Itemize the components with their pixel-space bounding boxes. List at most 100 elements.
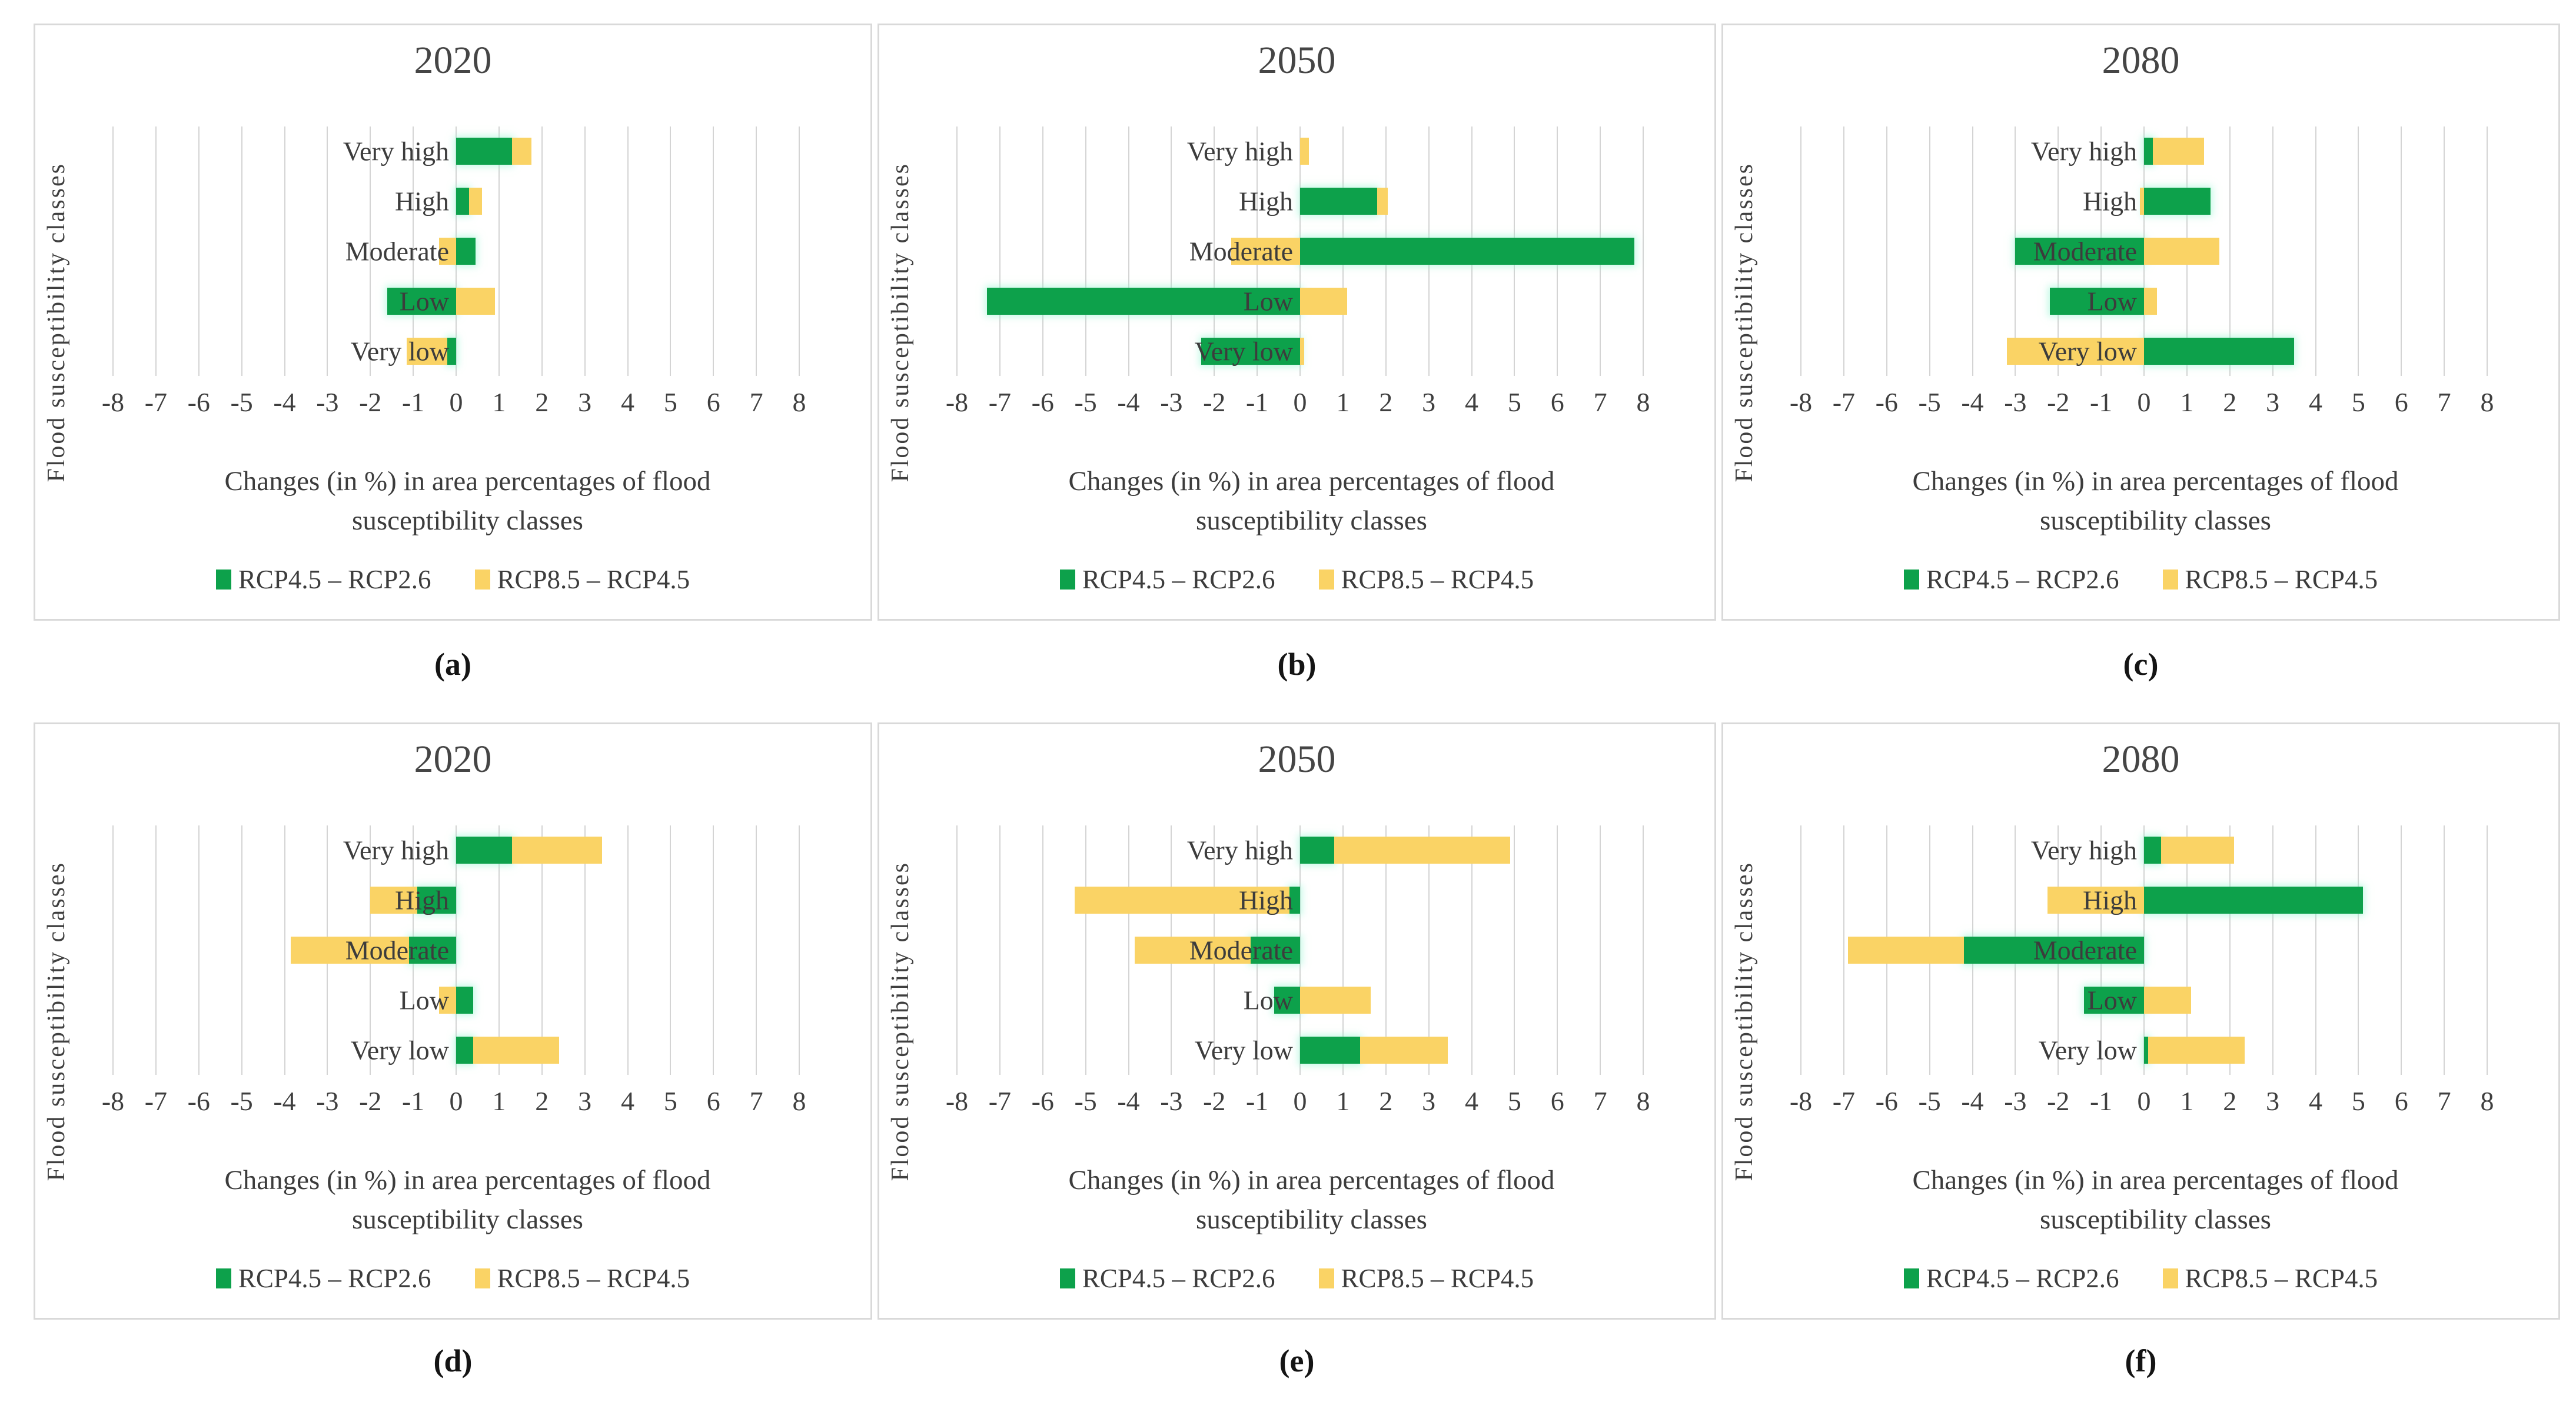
x-axis-caption-line1: Changes (in %) in area percentages of fl… <box>1068 1165 1555 1195</box>
gridline-x--8 <box>112 825 114 1075</box>
x-tick-label: -6 <box>1031 1086 1054 1116</box>
legend-swatch-icon <box>2162 1268 2178 1288</box>
gridline-x-7 <box>756 126 757 376</box>
x-tick-label: -7 <box>988 1086 1012 1116</box>
gridline-x-2 <box>541 825 543 1075</box>
gridline-x--8 <box>1800 825 1801 1075</box>
gridline-x-5 <box>1514 825 1515 1075</box>
x-axis-caption-line1: Changes (in %) in area percentages of fl… <box>224 466 711 497</box>
x-tick-label: -5 <box>230 1086 253 1116</box>
panel-letter-b: (b) <box>1277 647 1317 682</box>
legend-label: RCP4.5 – RCP2.6 <box>1082 565 1275 594</box>
gridline-x--7 <box>1843 126 1844 376</box>
bar-segment-rcp45-rcp26 <box>456 837 512 864</box>
bar-segment-rcp45-rcp26 <box>456 1036 474 1064</box>
x-tick-label: 7 <box>1593 387 1607 417</box>
bar-segment-rcp45-rcp26 <box>1274 986 1300 1014</box>
x-tick-label: -5 <box>1074 387 1097 417</box>
panels-row-bottom: Flood susceptibility classes 2020 Very h… <box>34 722 2560 1320</box>
legend-swatch-icon <box>1903 570 1919 590</box>
chart-panel: Flood susceptibility classes 2020 Very h… <box>34 722 872 1320</box>
y-axis-title-text: Flood susceptibility classes <box>1731 861 1758 1181</box>
legend-item-0: RCP4.5 – RCP2.6 <box>1903 1263 2119 1294</box>
x-tick-label: 0 <box>2137 1086 2151 1116</box>
x-axis-caption-line1: Changes (in %) in area percentages of fl… <box>1912 1165 2399 1195</box>
x-tick-label: 1 <box>1336 387 1350 417</box>
gridline-x--7 <box>999 126 1001 376</box>
gridline-x-4 <box>627 825 629 1075</box>
bar-row-moderate: Moderate <box>113 925 799 975</box>
x-tick-label: 4 <box>621 1086 634 1116</box>
x-tick-label: -7 <box>1832 387 1856 417</box>
legend-label: RCP8.5 – RCP4.5 <box>1341 1264 1534 1293</box>
bar-segment-rcp45-rcp26 <box>1289 887 1300 914</box>
category-label: Very high <box>1186 835 1293 865</box>
legend-label: RCP4.5 – RCP2.6 <box>1926 1264 2119 1293</box>
category-label: Very low <box>350 1035 449 1065</box>
gridline-x-6 <box>713 126 714 376</box>
legend-label: RCP8.5 – RCP4.5 <box>497 565 690 594</box>
gridline-x-8 <box>2487 825 2488 1075</box>
x-tick-label: 6 <box>2394 1086 2408 1116</box>
bar-segment-rcp45-rcp26 <box>2144 887 2363 914</box>
chart-title: 2050 <box>1258 39 1336 82</box>
gridline-x-0 <box>1299 825 1301 1075</box>
x-tick-label: 6 <box>706 1086 720 1116</box>
x-tick-label: 5 <box>663 387 677 417</box>
gridline-x-7 <box>2444 126 2445 376</box>
gridline-x-6 <box>2401 825 2402 1075</box>
gridline-x-1 <box>498 126 500 376</box>
legend-swatch-icon <box>474 570 490 590</box>
gridline-x-6 <box>1557 825 1558 1075</box>
x-axis-caption-line2: susceptibility classes <box>352 1204 583 1235</box>
bar-segment-rcp45-rcp26 <box>1300 188 1378 215</box>
x-tick-label: -4 <box>1117 1086 1140 1116</box>
bar-row-very-low: Very low <box>1801 326 2487 376</box>
gridline-x--4 <box>1972 126 1973 376</box>
legend-item-0: RCP4.5 – RCP2.6 <box>1059 564 1275 595</box>
x-tick-label: 2 <box>2223 1086 2237 1116</box>
gridline-x-8 <box>799 825 800 1075</box>
legend-item-1: RCP8.5 – RCP4.5 <box>2162 1263 2378 1294</box>
x-axis-caption-line2: susceptibility classes <box>352 505 583 536</box>
gridline-x--1 <box>413 126 414 376</box>
bar-segment-rcp85-rcp45 <box>407 337 448 365</box>
category-label: Very high <box>1186 136 1293 166</box>
gridline-x-1 <box>1342 825 1344 1075</box>
gridline-x-8 <box>2487 126 2488 376</box>
bar-row-moderate: Moderate <box>113 227 799 277</box>
category-label: High <box>2083 186 2137 217</box>
x-axis-ticks: -8 -7 -6 -5 -4 -3 -2 -1 0 1 2 3 4 5 6 7 8 <box>946 387 1650 423</box>
x-tick-label: 7 <box>1593 1086 1607 1116</box>
bar-segment-rcp45-rcp26 <box>1300 837 1335 864</box>
bar-segment-rcp45-rcp26 <box>2049 287 2144 315</box>
bar-segment-rcp45-rcp26 <box>1300 237 1635 265</box>
bar-segment-rcp85-rcp45 <box>1377 188 1388 215</box>
y-axis-title: Flood susceptibility classes <box>882 724 919 1318</box>
x-tick-label: 8 <box>792 1086 806 1116</box>
bar-segment-rcp85-rcp45 <box>2144 986 2192 1014</box>
panel-letter-a: (a) <box>434 647 471 682</box>
x-tick-label: 8 <box>792 387 806 417</box>
x-tick-label: -3 <box>2004 1086 2027 1116</box>
bar-row-low: Low <box>957 975 1643 1025</box>
x-tick-label: -1 <box>1245 1086 1269 1116</box>
legend: RCP4.5 – RCP2.6 RCP8.5 – RCP4.5 <box>35 1263 870 1294</box>
x-axis-caption: Changes (in %) in area percentages of fl… <box>1761 1161 2550 1240</box>
gridline-x-5 <box>2358 126 2359 376</box>
x-tick-label: 8 <box>2480 387 2494 417</box>
x-tick-label: -6 <box>1031 387 1054 417</box>
chart-panel: Flood susceptibility classes 2050 Very h… <box>877 24 1716 621</box>
legend-item-0: RCP4.5 – RCP2.6 <box>1059 1263 1275 1294</box>
bar-row-very-low: Very low <box>113 1025 799 1075</box>
x-axis-caption-line2: susceptibility classes <box>1196 505 1427 536</box>
bar-segment-rcp85-rcp45 <box>2148 1036 2245 1064</box>
bar-segment-rcp45-rcp26 <box>1201 337 1300 365</box>
x-axis-caption: Changes (in %) in area percentages of fl… <box>1761 462 2550 541</box>
bar-segment-rcp85-rcp45 <box>511 138 531 165</box>
bar-segment-rcp45-rcp26 <box>1251 936 1300 964</box>
gridline-x-5 <box>670 825 672 1075</box>
category-label: Low <box>1243 286 1293 317</box>
plot-area: Very high High Moderate Low Very low <box>1800 825 2488 1075</box>
bar-segment-rcp45-rcp26 <box>417 887 456 914</box>
